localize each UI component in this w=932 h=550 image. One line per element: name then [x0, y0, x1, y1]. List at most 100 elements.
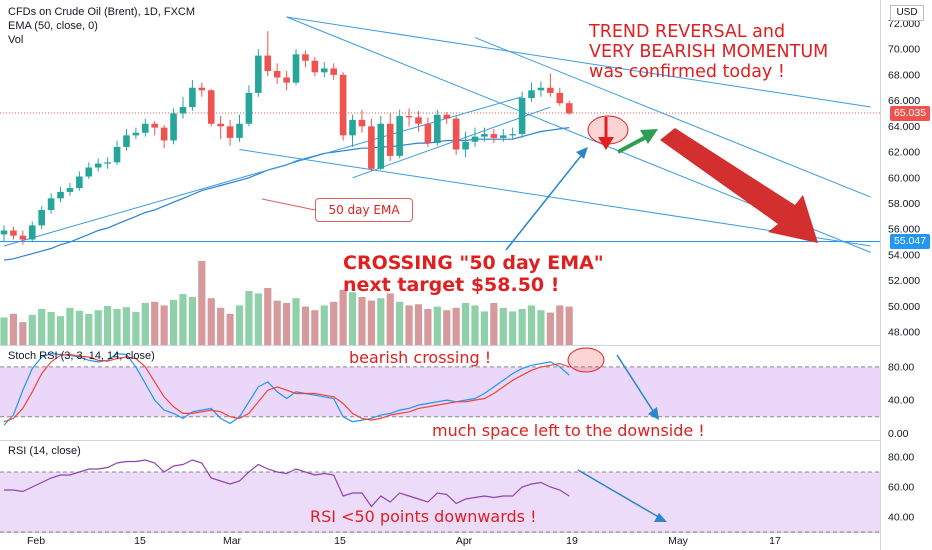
- candle-body: [518, 98, 526, 135]
- volume-bar: [188, 297, 196, 345]
- candle-body: [320, 68, 328, 73]
- volume-bar: [132, 312, 140, 345]
- volume-bar: [113, 309, 121, 345]
- candle-body: [405, 116, 413, 118]
- volume-bar: [461, 303, 470, 345]
- rsi-legend: RSI (14, close): [8, 445, 81, 457]
- volume-bar: [405, 305, 413, 345]
- ema-legend: EMA (50, close, 0): [8, 20, 98, 32]
- volume-bar: [339, 289, 347, 345]
- volume-bar: [254, 293, 262, 345]
- volume-bar: [75, 310, 83, 345]
- volume-bar: [414, 304, 423, 345]
- candle-body: [565, 103, 573, 114]
- candle-body: [434, 114, 441, 144]
- volume-bar: [56, 316, 65, 345]
- volume-bar: [358, 297, 366, 345]
- space-left-note: much space left to the downside !: [432, 421, 705, 440]
- volume-bar: [85, 313, 93, 345]
- rsi-tick-label: 60.00: [888, 482, 914, 494]
- volume-bar: [527, 305, 536, 345]
- volume-bar: [151, 301, 159, 345]
- candle-body: [537, 87, 545, 91]
- currency-label[interactable]: USD: [890, 5, 924, 21]
- candle-body: [142, 123, 149, 133]
- candle-body: [19, 235, 27, 240]
- volume-bar: [546, 312, 554, 345]
- symbol-title: CFDs on Crude Oil (Brent), 1D, FXCM: [8, 6, 196, 18]
- candle-body: [226, 126, 234, 138]
- stoch-tick-label: 0.00: [888, 428, 909, 440]
- time-tick-label: 15: [334, 535, 346, 547]
- volume-bar: [217, 307, 225, 345]
- volume-bar: [330, 301, 338, 345]
- green-arrow-head: [640, 129, 658, 144]
- volume-bar: [47, 312, 55, 345]
- volume-bar: [377, 298, 385, 345]
- candle-body: [311, 60, 319, 73]
- price-tick-label: 52.000: [888, 275, 920, 287]
- volume-bar: [226, 313, 234, 345]
- price-tick-label: 56.000: [888, 224, 920, 236]
- volume-bar: [509, 311, 517, 345]
- candle-body: [330, 68, 337, 75]
- price-tick-label: 68.000: [888, 69, 920, 81]
- candle-body: [424, 123, 432, 144]
- volume-bar: [348, 292, 357, 345]
- volume-bar: [160, 305, 168, 345]
- candle-body: [207, 90, 215, 124]
- stoch-legend: Stoch RSI (3, 3, 14, 14, close): [8, 350, 155, 362]
- volume-bar: [443, 310, 451, 345]
- volume-bar: [452, 307, 460, 345]
- volume-bar: [537, 310, 545, 345]
- stoch-d-line: [3, 353, 570, 423]
- volume-bar: [283, 303, 291, 345]
- volume-bar: [264, 288, 272, 345]
- candle-body: [57, 191, 64, 199]
- vol-legend: Vol: [8, 34, 24, 46]
- candle-body: [273, 71, 281, 78]
- candle-body: [509, 134, 516, 136]
- volume-bar: [471, 305, 479, 345]
- volume-bar: [28, 315, 36, 345]
- candle-body: [245, 92, 253, 124]
- candle-body: [443, 114, 451, 119]
- rsi-down-arrow: [577, 469, 663, 520]
- time-tick-label: 17: [769, 535, 781, 547]
- candle-body: [179, 107, 187, 114]
- volume-bar: [169, 300, 178, 345]
- volume-bar: [207, 298, 215, 345]
- ema-callout: 50 day EMA: [315, 198, 413, 222]
- volume-bar: [424, 309, 432, 345]
- candle-body: [217, 123, 224, 127]
- trend-line: [474, 37, 871, 198]
- candle-body: [349, 119, 356, 136]
- candle-body: [386, 123, 394, 156]
- stoch-tick-label: 40.00: [888, 395, 914, 407]
- price-tick-label: 58.000: [888, 198, 920, 210]
- volume-bar: [556, 305, 564, 345]
- stoch-k-line: [3, 352, 570, 426]
- volume-bar: [433, 306, 441, 345]
- candle-body: [76, 176, 83, 189]
- price-tick-label: 62.000: [888, 147, 920, 159]
- candle-body: [415, 117, 422, 124]
- volume-bar: [198, 261, 206, 345]
- candle-body: [499, 135, 507, 138]
- trend-line: [286, 16, 871, 108]
- candle-body: [0, 230, 8, 235]
- volume-bar: [94, 310, 102, 345]
- price-tick-label: 64.000: [888, 121, 920, 133]
- volume-bar: [292, 298, 300, 345]
- volume-bar: [104, 306, 112, 345]
- rsi-line: [4, 459, 570, 508]
- price-tick-label: 48.000: [888, 327, 920, 339]
- rsi-note: RSI <50 points downwards !: [310, 507, 537, 526]
- volume-bar: [386, 293, 394, 345]
- candle-body: [170, 113, 177, 141]
- candle-body: [292, 54, 300, 83]
- time-tick-label: Mar: [223, 535, 242, 547]
- trend-line: [352, 106, 551, 179]
